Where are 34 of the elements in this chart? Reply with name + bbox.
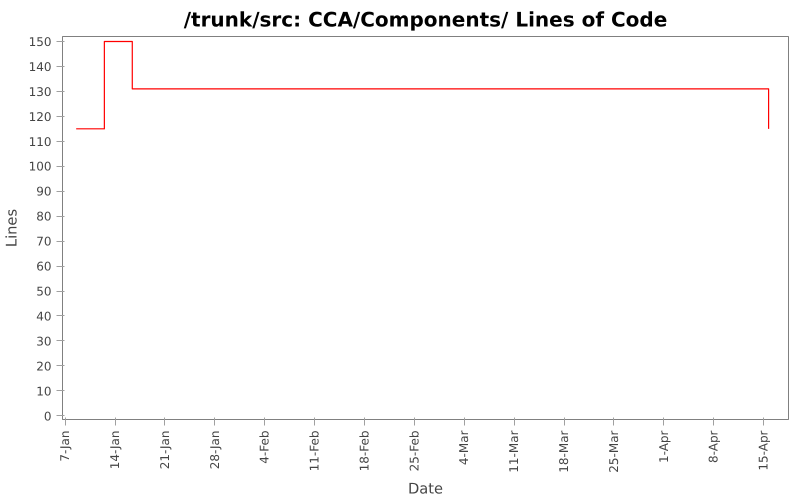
y-tick-label: 140 — [28, 60, 52, 74]
y-tick-label: 70 — [36, 234, 52, 249]
x-axis-title: Date — [408, 480, 444, 498]
y-tick-label: 10 — [36, 384, 52, 398]
x-tick-label: 28-Jan — [208, 430, 222, 470]
y-tick-label: 30 — [36, 334, 52, 348]
x-tick-label: 25-Mar — [606, 430, 621, 473]
x-tick-label: 15-Apr — [756, 430, 771, 471]
x-tick-label: 7-Jan — [58, 430, 72, 462]
x-tick-label: 11-Mar — [507, 430, 522, 473]
x-tick-label: 21-Jan — [158, 430, 172, 470]
x-tick-label: 25-Feb — [407, 430, 422, 472]
y-tick-label: 100 — [28, 160, 52, 174]
x-tick-label: 18-Feb — [357, 430, 372, 472]
chart-title: /trunk/src: CCA/Components/ Lines of Code — [184, 8, 668, 32]
y-tick-label: 130 — [28, 84, 52, 99]
y-tick-label: 20 — [36, 359, 52, 374]
x-tick-label: 11-Feb — [308, 430, 322, 472]
x-tick-label: 18-Mar — [557, 430, 572, 473]
y-tick-label: 50 — [36, 284, 52, 298]
y-tick-label: 90 — [36, 184, 52, 199]
y-tick-label: 120 — [28, 110, 52, 124]
x-tick-label: 14-Jan — [108, 430, 122, 470]
x-tick-label: 4-Mar — [457, 430, 472, 466]
y-tick-label: 150 — [28, 34, 52, 49]
y-tick-label: 40 — [36, 309, 52, 324]
y-tick-label: 0 — [44, 409, 52, 424]
y-tick-label: 110 — [28, 134, 52, 149]
y-tick-label: 80 — [36, 210, 52, 224]
x-tick-label: 8-Apr — [706, 430, 721, 463]
y-axis-title: Lines — [4, 208, 21, 248]
y-tick-label: 60 — [36, 260, 52, 274]
x-tick-label: 1-Apr — [656, 430, 671, 463]
x-tick-label: 4-Feb — [258, 430, 272, 464]
